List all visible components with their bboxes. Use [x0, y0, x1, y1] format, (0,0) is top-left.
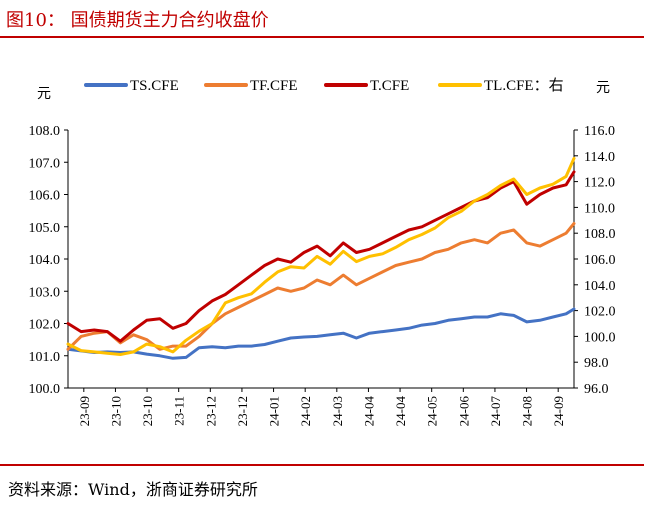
x-tick-label: 24-01 — [267, 396, 282, 426]
x-tick-label: 23-12 — [235, 396, 250, 426]
x-tick-label: 23-09 — [77, 396, 92, 426]
y-right-tick-label: 98.0 — [584, 356, 609, 371]
y-left-tick-label: 105.0 — [29, 221, 61, 236]
x-tick-label: 24-07 — [488, 396, 503, 427]
x-tick-label: 23-11 — [172, 396, 187, 426]
figure-title: 图10： 国债期货主力合约收盘价 — [6, 10, 269, 31]
y-right-tick-label: 96.0 — [584, 382, 609, 397]
x-tick-label: 24-05 — [425, 396, 440, 426]
x-tick-label: 24-04 — [361, 396, 376, 427]
y-left-tick-label: 101.0 — [29, 350, 61, 365]
source-rule — [0, 464, 644, 466]
x-tick-label: 24-09 — [551, 396, 566, 426]
y-right-tick-label: 114.0 — [584, 150, 615, 165]
y-right-tick-label: 104.0 — [584, 279, 616, 294]
y-left-tick-label: 102.0 — [29, 318, 61, 333]
line-chart: 100.0 101.0 102.0 103.0 104.0 105.0 106.0 107.0… — [29, 77, 616, 426]
x-tick-label: 24-03 — [330, 396, 345, 426]
figure-header: 图10： 国债期货主力合约收盘价 — [0, 0, 652, 38]
series-line-tf-cfe — [66, 222, 576, 351]
series-layer — [66, 156, 576, 360]
right-unit-label: 元 — [596, 81, 610, 96]
y-right-tick-label: 108.0 — [584, 227, 616, 242]
x-tick-label: 23-10 — [140, 396, 155, 426]
left-unit-label: 元 — [37, 87, 51, 102]
y-right-tick-label: 112.0 — [584, 176, 615, 191]
legend-label-tf-cfe: TF.CFE — [250, 78, 298, 94]
source-note: 资料来源：Wind，浙商证券研究所 — [8, 480, 258, 499]
y-left-tick-label: 107.0 — [29, 156, 61, 171]
x-tick-label: 24-06 — [456, 396, 471, 427]
x-tick-label: 24-08 — [520, 396, 535, 426]
x-tick-label: 23-12 — [203, 396, 218, 426]
x-tick-labels: 23-09 23-10 23-10 23-11 23-12 23-12 24-01 24-02… — [77, 388, 566, 426]
series-line-tl-cfe — [66, 156, 576, 356]
y-left-tick-label: 108.0 — [29, 124, 61, 139]
legend-label-ts-cfe: TS.CFE — [130, 78, 179, 94]
y-left-tick-label: 103.0 — [29, 285, 61, 300]
legend-label-tl-cfe: TL.CFE：右 — [484, 77, 564, 94]
y-left-tick-label: 100.0 — [29, 382, 61, 397]
y-left-tick-label: 106.0 — [29, 189, 61, 204]
y-left-tick-label: 104.0 — [29, 253, 61, 268]
y-right-tick-label: 116.0 — [584, 124, 615, 139]
series-line-t-cfe — [66, 170, 576, 343]
chart-axes: 100.0 101.0 102.0 103.0 104.0 105.0 106.0 107.0… — [29, 81, 616, 397]
y-right-tick-label: 110.0 — [584, 201, 615, 216]
title-rule — [0, 36, 644, 38]
y-right-tick-label: 100.0 — [584, 330, 616, 345]
x-tick-label: 24-04 — [393, 396, 408, 427]
x-tick-label: 23-10 — [108, 396, 123, 426]
legend-label-t-cfe: T.CFE — [370, 78, 409, 94]
series-line-ts-cfe — [66, 307, 576, 360]
x-tick-label: 24-02 — [298, 396, 313, 426]
chart-legend: TS.CFE TF.CFE T.CFE TL.CFE：右 — [84, 77, 564, 94]
y-right-tick-label: 106.0 — [584, 253, 616, 268]
y-right-tick-label: 102.0 — [584, 305, 616, 320]
